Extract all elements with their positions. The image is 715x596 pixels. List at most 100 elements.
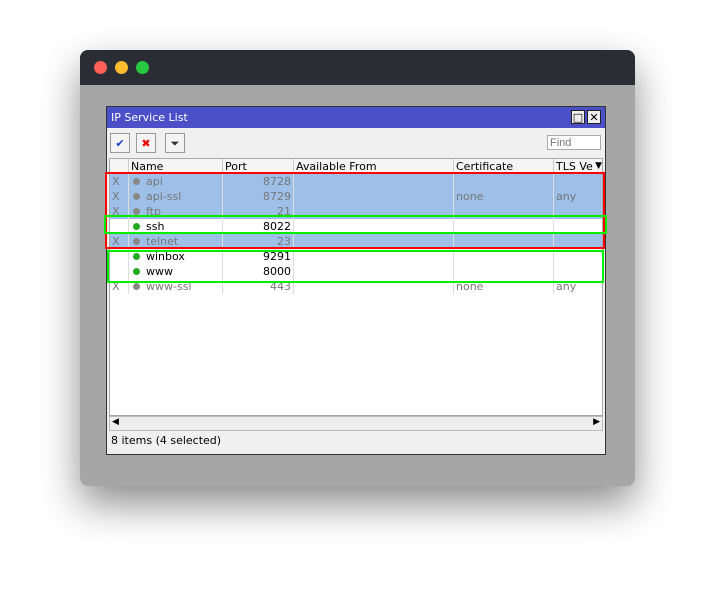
mac-title-bar: [80, 50, 635, 85]
close-window-button[interactable]: [94, 61, 107, 74]
highlight-green-box: [107, 250, 604, 283]
scroll-right-icon[interactable]: ▶: [593, 417, 600, 427]
cell-from: [294, 174, 454, 189]
cell-cert: none: [454, 279, 554, 294]
flag-text: X: [112, 205, 120, 218]
port-text: 443: [270, 280, 291, 293]
cell-port: 23: [223, 234, 294, 249]
column-header[interactable]: Available From: [294, 159, 454, 174]
name-text: www-ssl: [146, 280, 192, 293]
cell-port: 21: [223, 204, 294, 219]
tls-text: any: [556, 280, 577, 293]
find-input[interactable]: [547, 135, 601, 150]
cell-port: 8729: [223, 189, 294, 204]
flag-text: X: [112, 190, 120, 203]
cell-name: telnet: [129, 234, 223, 249]
port-text: 8729: [263, 190, 291, 203]
cell-cert: [454, 234, 554, 249]
cell-flag: X: [110, 234, 129, 249]
cell-flag: X: [110, 204, 129, 219]
cell-from: [294, 279, 454, 294]
cell-name: www-ssl: [129, 279, 223, 294]
cell-from: [294, 219, 454, 234]
cell-cert: [454, 219, 554, 234]
status-led-icon: [133, 268, 140, 275]
cell-tls: any: [554, 189, 602, 204]
flag-text: X: [112, 175, 120, 188]
flag-text: X: [112, 280, 120, 293]
cell-from: [294, 189, 454, 204]
maximize-icon[interactable]: □: [571, 110, 585, 124]
name-text: ssh: [146, 220, 165, 233]
status-led-icon: [133, 238, 140, 245]
name-text: telnet: [146, 235, 179, 248]
cell-name: api: [129, 174, 223, 189]
cell-cert: none: [454, 189, 554, 204]
cell-flag: X: [110, 189, 129, 204]
cell-flag: X: [110, 174, 129, 189]
column-menu-icon[interactable]: ▼: [595, 159, 602, 174]
table-row[interactable]: ssh 8022: [110, 219, 602, 234]
scroll-left-icon[interactable]: ◀: [112, 417, 119, 427]
minimize-window-button[interactable]: [115, 61, 128, 74]
cell-port: 8000: [223, 264, 294, 279]
cell-name: ftp: [129, 204, 223, 219]
status-led-icon: [133, 223, 140, 230]
column-header[interactable]: Name: [129, 159, 223, 174]
x-icon[interactable]: ✖: [136, 133, 156, 153]
tls-text: any: [556, 190, 577, 203]
cell-name: www: [129, 264, 223, 279]
port-text: 8000: [263, 265, 291, 278]
horizontal-scrollbar[interactable]: ◀ ▶: [109, 416, 603, 431]
cell-port: 8022: [223, 219, 294, 234]
cert-text: none: [456, 280, 484, 293]
cell-from: [294, 204, 454, 219]
port-text: 8022: [263, 220, 291, 233]
cell-from: [294, 234, 454, 249]
cell-name: winbox: [129, 249, 223, 264]
column-header[interactable]: Port: [223, 159, 294, 174]
cell-port: 443: [223, 279, 294, 294]
cell-port: 8728: [223, 174, 294, 189]
close-icon[interactable]: ✕: [587, 110, 601, 124]
name-text: winbox: [146, 250, 185, 263]
cell-flag: [110, 219, 129, 234]
flag-text: X: [112, 235, 120, 248]
name-text: api-ssl: [146, 190, 182, 203]
cell-cert: [454, 204, 554, 219]
name-text: www: [146, 265, 173, 278]
cell-cert: [454, 174, 554, 189]
name-text: api: [146, 175, 163, 188]
cell-flag: X: [110, 279, 129, 294]
status-bar: 8 items (4 selected): [111, 434, 222, 447]
port-text: 8728: [263, 175, 291, 188]
cell-from: [294, 264, 454, 279]
cell-name: api-ssl: [129, 189, 223, 204]
cell-cert: [454, 249, 554, 264]
table-row[interactable]: www 8000: [110, 264, 602, 279]
column-header[interactable]: TLS Ve: [554, 159, 602, 174]
highlight-red-box: [105, 172, 605, 249]
column-header[interactable]: [110, 159, 129, 174]
port-text: 23: [277, 235, 291, 248]
table-row[interactable]: winbox 9291: [110, 249, 602, 264]
cell-flag: [110, 264, 129, 279]
column-header[interactable]: Certificate: [454, 159, 554, 174]
dialog-title: IP Service List: [111, 111, 188, 124]
cell-tls: any: [554, 279, 602, 294]
filter-icon[interactable]: ⏷: [165, 133, 185, 153]
status-led-icon: [133, 178, 140, 185]
cell-flag: [110, 249, 129, 264]
checkmark-icon[interactable]: ✔: [110, 133, 130, 153]
table-header: Name Port Available From Certificate TLS Ve ▼: [110, 159, 602, 174]
zoom-window-button[interactable]: [136, 61, 149, 74]
status-led-icon: [133, 208, 140, 215]
cell-cert: [454, 264, 554, 279]
name-text: ftp: [146, 205, 161, 218]
dialog-title-bar: IP Service List □ ✕: [107, 107, 605, 128]
status-led-icon: [133, 283, 140, 290]
